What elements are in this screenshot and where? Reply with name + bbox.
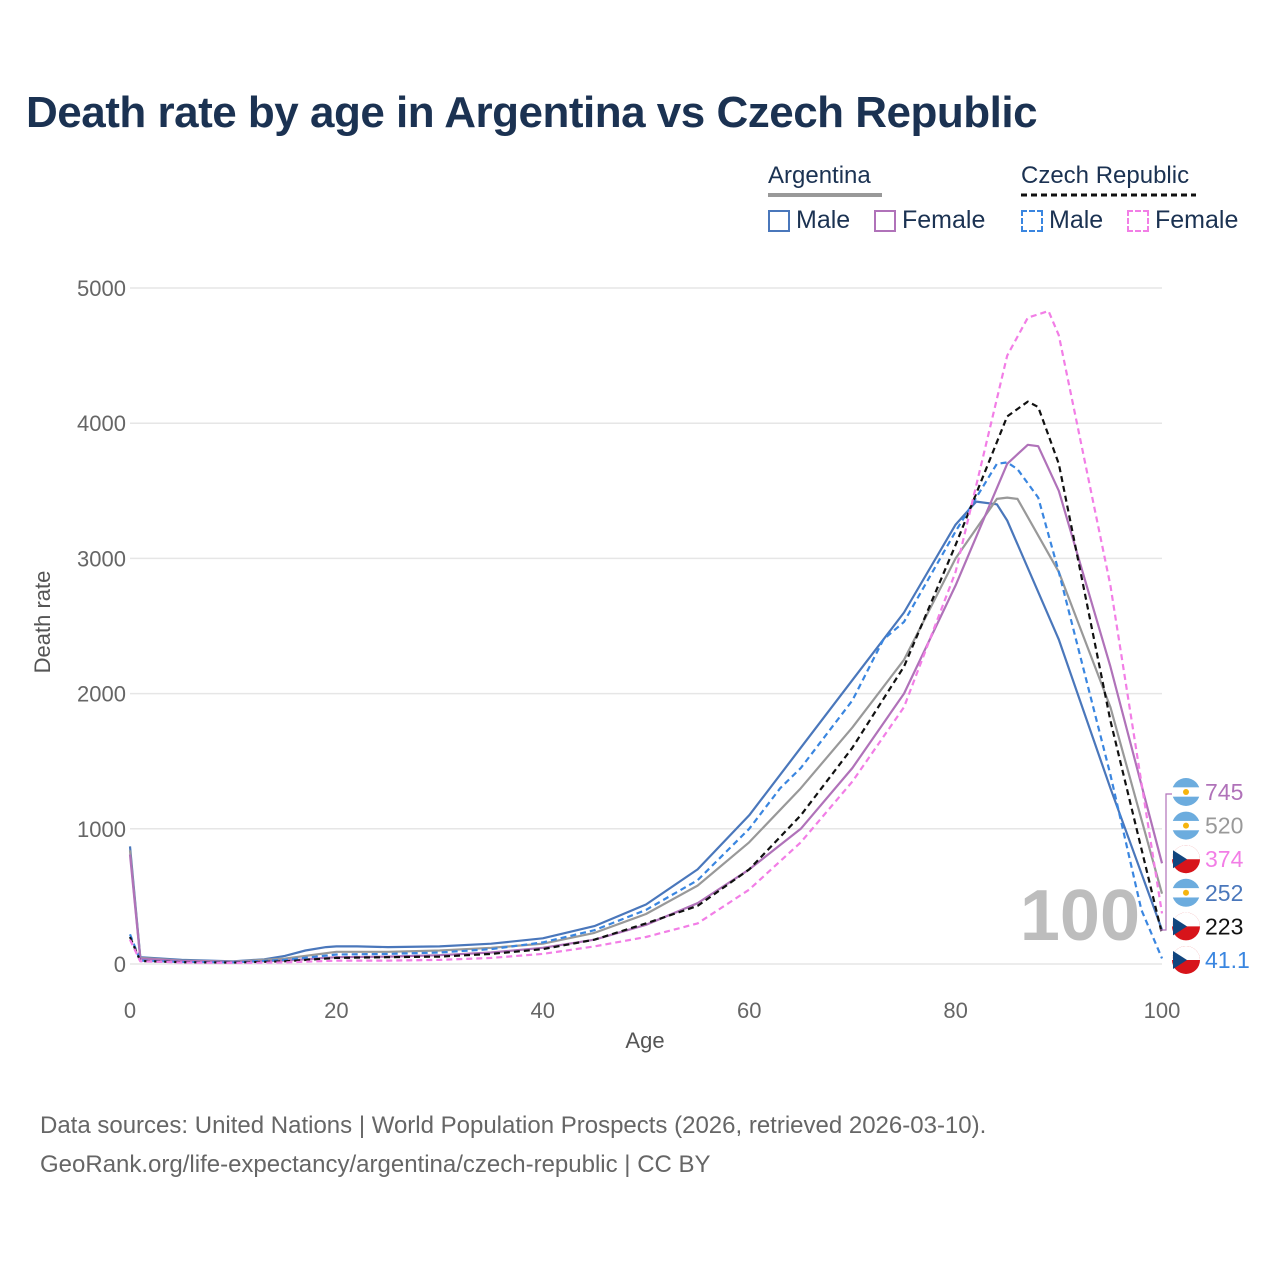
legend-group-argentina: Argentina: [768, 162, 882, 197]
flag-triangle: [1173, 917, 1187, 936]
series-line-argentina-total: [128, 496, 1164, 963]
flag-sun: [1183, 822, 1189, 829]
x-tick-label: 60: [737, 998, 761, 1023]
legend-group-czech-republic: Czech Republic: [1021, 162, 1196, 197]
end-label-czech-republic-male: 41.1: [1172, 946, 1250, 974]
chart-title: Death rate by age in Argentina vs Czech …: [26, 88, 1038, 137]
legend-item-czech-male[interactable]: Male: [1021, 206, 1103, 235]
x-tick-label: 40: [531, 998, 555, 1023]
label-connector: [1160, 793, 1172, 931]
end-value-label: 374: [1205, 846, 1244, 872]
legend-group-title: Czech Republic: [1021, 162, 1190, 189]
end-label-czech-republic-total: 223: [1172, 912, 1243, 941]
x-tick-label: 20: [324, 998, 348, 1023]
flag-triangle: [1173, 850, 1187, 869]
x-tick-label: 80: [943, 998, 967, 1023]
footer-sources: Data sources: United Nations | World Pop…: [40, 1112, 987, 1139]
legend-group-line: [1021, 193, 1196, 197]
legend-label: Female: [1155, 206, 1239, 234]
flag-triangle: [1173, 951, 1187, 969]
y-tick-label: 2000: [77, 682, 126, 707]
legend-item-argentina-female[interactable]: Female: [874, 206, 985, 235]
grid: [130, 287, 1162, 965]
legend-label: Male: [796, 206, 851, 234]
legend-swatch: [768, 209, 790, 232]
x-axis-label: Age: [625, 1028, 664, 1053]
y-tick-label: 3000: [77, 546, 126, 571]
end-value-label: 41.1: [1205, 947, 1250, 973]
y-tick-label: 4000: [77, 411, 126, 436]
footer-url[interactable]: GeoRank.org/life-expectancy/argentina/cz…: [40, 1151, 711, 1178]
y-tick-label: 5000: [77, 276, 126, 301]
legend-label: Male: [1049, 206, 1104, 234]
legend-group-title: Argentina: [768, 162, 871, 189]
legend-item-argentina-male[interactable]: Male: [768, 206, 850, 235]
end-label-argentina-male: 252: [1172, 878, 1243, 907]
series-line-czech-republic-female: [129, 309, 1164, 964]
y-tick-label: 0: [114, 952, 126, 977]
end-label-czech-republic-female: 374: [1172, 845, 1244, 874]
series-line-czech-republic-male: [128, 461, 1164, 964]
flag-sun: [1183, 789, 1189, 795]
legend-swatch: [1127, 209, 1149, 232]
x-tick-label: 0: [124, 998, 136, 1023]
series-line-czech-republic-total: [128, 400, 1164, 964]
end-label-argentina-total: 520: [1172, 811, 1243, 840]
legend-group-line: [768, 193, 882, 197]
data-source-footer: Data sources: United Nations | World Pop…: [40, 1106, 986, 1184]
end-value-label: 520: [1205, 813, 1243, 839]
end-value-label: 223: [1205, 913, 1243, 939]
end-value-label: 745: [1205, 779, 1243, 805]
age-watermark: 100: [1020, 876, 1140, 956]
x-axis-ticks: 0 20 40 60 80 100: [124, 998, 1180, 1023]
end-labels: 745 520 374 252 223 41.1: [1160, 778, 1250, 974]
flag-sun: [1183, 889, 1189, 896]
x-tick-label: 100: [1144, 998, 1181, 1023]
legend-item-czech-female[interactable]: Female: [1127, 206, 1238, 235]
y-tick-label: 1000: [77, 817, 126, 842]
series-line-argentina-male: [128, 500, 1164, 963]
y-axis-label: Death rate: [30, 571, 55, 674]
series-lines: [128, 309, 1164, 964]
end-value-label: 252: [1205, 880, 1243, 906]
y-axis-ticks: 0 1000 2000 3000 4000 5000: [77, 276, 126, 977]
chart-area: 0 1000 2000 3000 4000 5000 0 20 40 60 80 100 Age D…: [30, 276, 1250, 1053]
legend-swatch: [1021, 209, 1043, 232]
end-label-argentina-female: 745: [1172, 778, 1243, 806]
legend-swatch: [874, 209, 896, 232]
legend-label: Female: [902, 206, 986, 234]
